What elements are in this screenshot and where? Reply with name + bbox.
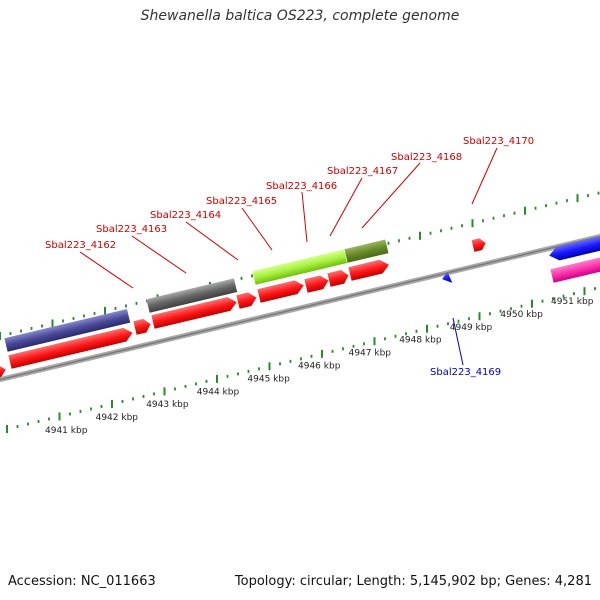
scale-label: 4947 kbp (349, 349, 392, 359)
cds-arrow-4167a[interactable] (304, 274, 330, 293)
svg-text:Sbal223_4162: Sbal223_4162 (45, 240, 116, 251)
svg-text:Sbal223_4169: Sbal223_4169 (430, 367, 501, 378)
cds-arrow-4163[interactable] (133, 317, 152, 335)
cds-arrow-left-edge[interactable] (0, 364, 7, 378)
gene-label-4169: Sbal223_4169 (430, 317, 501, 378)
gene-label-4163: Sbal223_4163 (96, 224, 187, 274)
scale-label: 4941 kbp (45, 426, 88, 436)
svg-text:Sbal223_4166: Sbal223_4166 (266, 181, 337, 192)
cds-arrow-4170[interactable] (471, 237, 487, 252)
cds-arrow-4165[interactable] (236, 291, 258, 309)
tick-row-lower (6, 287, 596, 433)
gene-label-4165: Sbal223_4165 (206, 196, 277, 251)
scale-label: 4950 kbp (500, 310, 543, 320)
scale-label: 4945 kbp (247, 374, 290, 384)
accession-text: Accession: NC_011663 (8, 574, 156, 589)
svg-text:Sbal223_4170: Sbal223_4170 (463, 136, 534, 147)
gene-label-4167: Sbal223_4167 (327, 166, 398, 237)
cds-arrow-right-blue[interactable] (548, 233, 600, 262)
cds-arrow-4166[interactable] (257, 279, 305, 303)
feature-bar-pink[interactable] (550, 255, 600, 283)
gene-label-4168: Sbal223_4168 (361, 152, 462, 229)
svg-text:Sbal223_4168: Sbal223_4168 (391, 152, 462, 163)
scale-label: 4951 kbp (551, 297, 594, 307)
map-title: Shewanella baltica OS223, complete genom… (140, 8, 460, 24)
svg-text:Sbal223_4165: Sbal223_4165 (206, 196, 277, 207)
scale-label: 4946 kbp (298, 362, 341, 372)
svg-text:Sbal223_4167: Sbal223_4167 (327, 166, 398, 177)
svg-text:Sbal223_4164: Sbal223_4164 (150, 210, 221, 221)
scale-label: 4948 kbp (399, 336, 442, 346)
genome-backbone-core (0, 235, 600, 381)
feature-bar-gray[interactable] (146, 278, 238, 313)
svg-text:Sbal223_4163: Sbal223_4163 (96, 224, 167, 235)
gene-label-4170: Sbal223_4170 (463, 136, 534, 205)
cds-arrow-4167b[interactable] (327, 269, 350, 287)
cds-arrow-4169[interactable] (441, 271, 453, 285)
cds-arrow-4162[interactable] (8, 326, 134, 369)
gene-label-4164: Sbal223_4164 (150, 210, 239, 261)
feature-bar-olive[interactable] (344, 239, 389, 263)
feature-bar-lime[interactable] (252, 249, 348, 285)
scale-label: 4942 kbp (96, 413, 139, 423)
cds-arrow-4164[interactable] (151, 295, 238, 329)
gene-label-4162: Sbal223_4162 (45, 240, 134, 289)
scale-label: 4943 kbp (146, 400, 189, 410)
scale-label: 4944 kbp (197, 387, 240, 397)
cds-arrow-4168[interactable] (348, 258, 390, 281)
feature-bar-slate[interactable] (4, 308, 131, 352)
scale-labels: 4941 kbp 4942 kbp 4943 kbp 4944 kbp 4945 kbp… (45, 297, 594, 436)
topology-text: Topology: circular; Length: 5,145,902 bp… (234, 574, 592, 589)
scale-label: 4949 kbp (450, 323, 493, 333)
gene-label-4166: Sbal223_4166 (266, 181, 337, 243)
